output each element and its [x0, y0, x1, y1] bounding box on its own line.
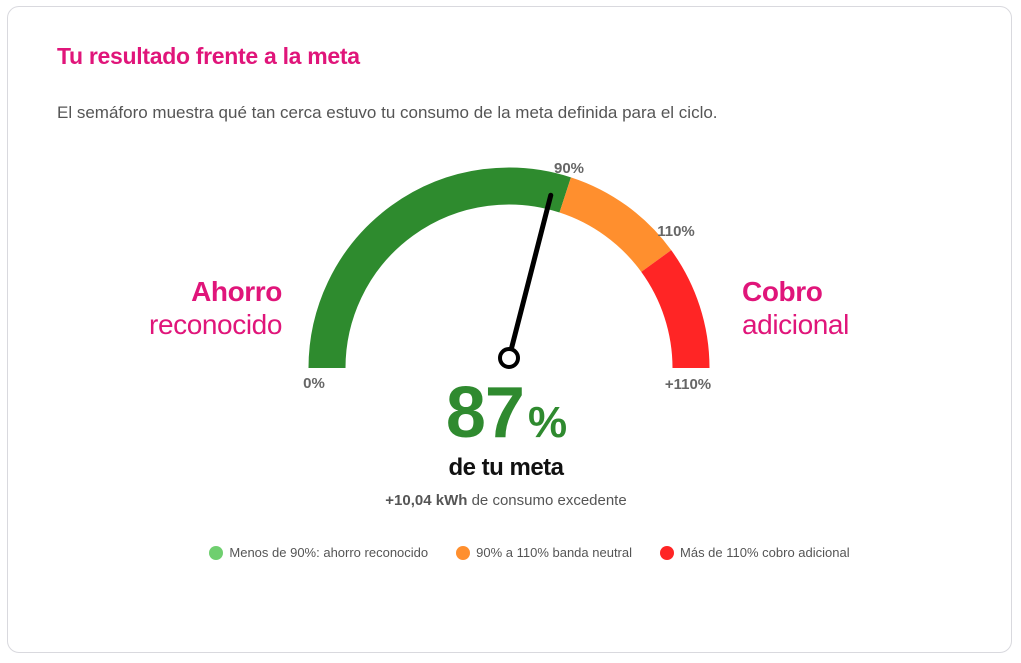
result-detail-amount: +10,04 kWh [385, 492, 468, 509]
result-detail: +10,04 kWh de consumo excedente [0, 492, 1012, 509]
result-caption: de tu meta [448, 454, 564, 481]
gauge-needle [506, 192, 554, 361]
savings-label-light: reconocido [149, 309, 282, 340]
card-subtitle: El semáforo muestra qué tan cerca estuvo… [57, 103, 718, 122]
card-title: Tu resultado frente a la meta [57, 43, 360, 69]
result-value: 87% [0, 372, 1012, 454]
result-unit: % [527, 398, 567, 447]
tick-label-110: 110% [657, 223, 695, 240]
gauge-zone-green [308, 167, 571, 369]
charge-label-strong: Cobro [742, 276, 823, 307]
result-card: Tu resultado frente a la meta El semáfor… [7, 6, 1012, 653]
legend-item-charge: Más de 110% cobro adicional [660, 545, 850, 560]
legend-item-savings: Menos de 90%: ahorro reconocido [209, 545, 428, 560]
charge-label: Cobro adicional [742, 275, 849, 341]
result-number: 87 [445, 373, 525, 453]
tick-label-min: 0% [303, 375, 325, 392]
result-detail-text: de consumo excedente [467, 492, 627, 509]
legend: Menos de 90%: ahorro reconocido 90% a 11… [0, 545, 1021, 560]
gauge-zone-red [641, 250, 710, 369]
gauge-pivot [498, 347, 520, 369]
legend-item-neutral: 90% a 110% banda neutral [456, 545, 632, 560]
savings-label: Ahorro reconocido [149, 275, 282, 341]
legend-label-savings: Menos de 90%: ahorro reconocido [229, 545, 429, 560]
tick-label-90: 90% [554, 160, 584, 177]
savings-label-strong: Ahorro [191, 276, 282, 307]
charge-label-light: adicional [742, 309, 849, 340]
legend-dot-red [660, 545, 675, 560]
legend-label-charge: Más de 110% cobro adicional [680, 545, 850, 560]
legend-dot-green [209, 545, 224, 560]
legend-dot-orange [456, 545, 471, 560]
gauge-zone-orange [559, 177, 672, 273]
legend-label-neutral: 90% a 110% banda neutral [476, 545, 633, 560]
tick-label-max: +110% [665, 376, 711, 393]
